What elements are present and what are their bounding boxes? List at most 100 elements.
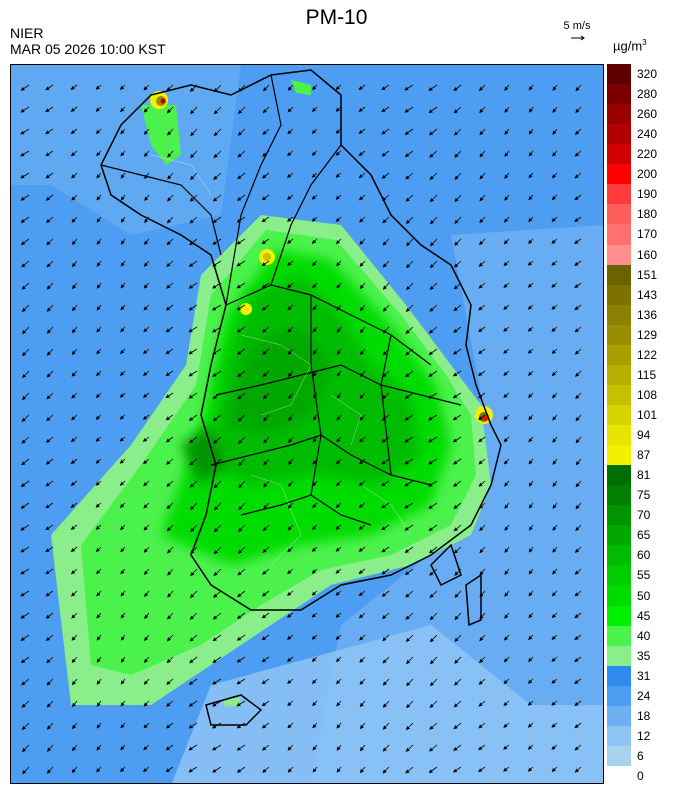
south-sea-low-zone — [171, 625, 603, 783]
wind-arrow — [165, 414, 174, 421]
wind-arrow — [188, 744, 198, 751]
wind-arrow — [165, 766, 174, 773]
wind-arrow — [189, 502, 198, 510]
wind-arrow — [262, 370, 270, 378]
wind-arrow — [503, 304, 510, 310]
map-title: PM-10 — [305, 6, 368, 29]
wind-arrow — [429, 216, 438, 225]
wind-arrow — [46, 238, 54, 246]
wind-arrow — [263, 458, 270, 466]
wind-arrow — [479, 568, 486, 576]
wind-arrow — [503, 458, 510, 465]
wind-arrow — [504, 480, 510, 487]
wind-arrow — [238, 106, 246, 114]
wind-arrow — [477, 370, 486, 376]
wind-arrow — [312, 414, 318, 421]
wind-arrow — [96, 216, 102, 223]
wind-arrow — [311, 678, 318, 684]
wind-arrow — [574, 194, 582, 201]
wind-arrow — [70, 502, 78, 508]
wind-arrow — [167, 546, 174, 554]
wind-arrow — [120, 238, 126, 245]
wind-arrow — [46, 392, 54, 400]
wind-arrow — [335, 590, 342, 596]
wind-arrow — [381, 172, 390, 179]
wind-arrow — [261, 172, 270, 179]
wind-arrow — [575, 84, 582, 92]
wind-arrow — [359, 744, 366, 752]
wind-arrow — [189, 84, 198, 92]
wind-arrow — [166, 282, 174, 289]
wind-arrow — [406, 656, 414, 665]
wind-arrow — [166, 238, 174, 246]
wind-arrow — [167, 590, 174, 598]
legend-bin — [607, 585, 631, 607]
wind-arrow — [188, 678, 198, 685]
wind-arrow — [479, 612, 486, 620]
wind-arrow — [238, 502, 246, 511]
wind-arrow — [528, 128, 534, 135]
wind-arrow — [237, 436, 246, 444]
wind-arrow — [261, 238, 270, 245]
wind-arrow — [120, 744, 126, 751]
wind-arrow — [528, 590, 534, 597]
wind-arrow — [527, 766, 534, 772]
wind-reference-arrow-icon — [571, 35, 585, 41]
wind-arrow — [287, 106, 294, 113]
wind-arrow — [21, 414, 30, 422]
wind-arrow — [261, 722, 270, 729]
wind-arrow — [428, 546, 438, 554]
wind-arrow — [527, 370, 534, 376]
wind-arrow — [405, 326, 414, 334]
wind-arrow — [552, 524, 558, 531]
wind-arrow — [21, 722, 30, 730]
wind-arrow — [478, 700, 486, 707]
wind-arrow — [188, 260, 198, 267]
wind-arrow — [575, 414, 582, 422]
wind-arrow — [358, 106, 366, 112]
wind-arrow — [22, 348, 30, 357]
wind-arrow — [143, 524, 150, 531]
wind-arrow — [120, 260, 126, 267]
wind-arrow — [120, 656, 126, 663]
wind-arrow — [454, 568, 462, 576]
wind-arrow — [142, 414, 150, 420]
wind-arrow — [96, 172, 102, 179]
wind-arrow — [70, 106, 78, 112]
wind-arrow — [551, 238, 558, 244]
wind-arrow — [71, 348, 78, 355]
wind-arrow — [406, 282, 414, 291]
wind-arrow — [478, 282, 486, 289]
wind-arrow — [236, 194, 246, 201]
wind-arrow — [287, 326, 294, 333]
wind-arrow — [478, 348, 486, 355]
wind-arrow — [189, 194, 198, 202]
wind-arrow — [120, 326, 126, 333]
wind-arrow — [120, 348, 126, 355]
wind-arrow — [71, 304, 78, 312]
wind-arrow — [120, 700, 126, 707]
wind-arrow — [311, 656, 318, 662]
pm10-65-zone — [226, 325, 331, 435]
wind-arrow — [261, 700, 270, 707]
wind-arrow — [120, 216, 126, 223]
wind-arrow — [574, 546, 582, 553]
wind-arrow — [551, 590, 558, 597]
wind-arrow — [453, 282, 462, 290]
wind-arrow — [190, 524, 198, 533]
wind-arrow — [552, 128, 558, 135]
wind-arrow — [212, 414, 222, 422]
wind-arrow — [575, 480, 582, 488]
wind-arrow — [359, 216, 366, 223]
wind-arrow — [262, 392, 270, 400]
wind-arrow — [188, 282, 198, 289]
wind-arrow — [359, 348, 366, 356]
wind-arrow — [574, 216, 582, 222]
wind-arrow — [45, 546, 54, 553]
wind-arrow — [188, 414, 198, 421]
legend-bin — [607, 364, 631, 386]
wind-arrow — [335, 502, 342, 508]
wind-arrow — [120, 194, 126, 201]
wind-arrow — [96, 260, 102, 267]
wind-arrow — [71, 722, 78, 730]
